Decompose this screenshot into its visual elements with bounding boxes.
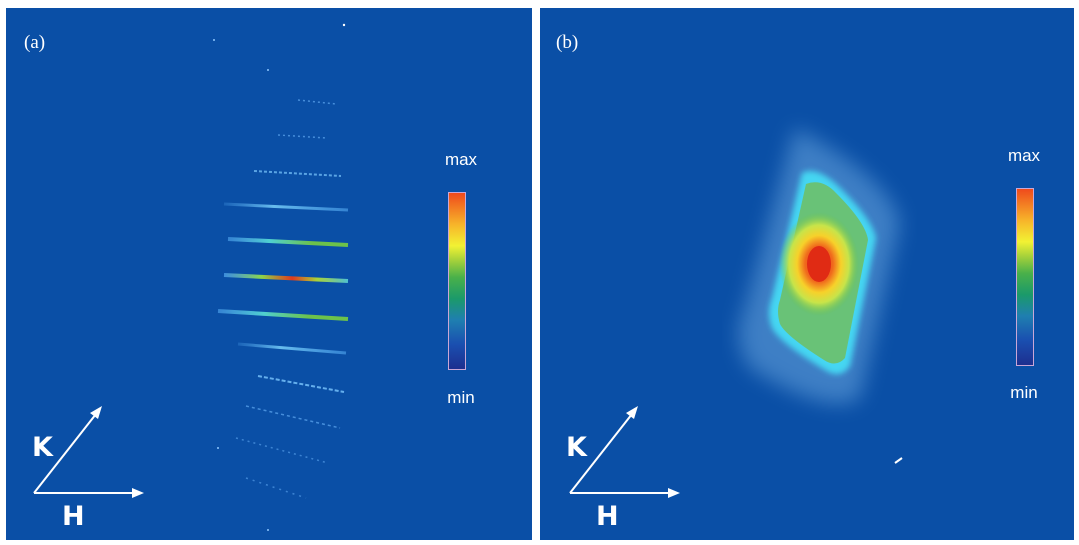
peak-shape xyxy=(738,128,903,464)
panel-label: (b) xyxy=(556,32,579,53)
k-axis-label: K xyxy=(566,432,587,463)
speck xyxy=(267,69,269,71)
streak xyxy=(227,237,349,247)
colorbar-max-label: max xyxy=(444,150,478,169)
streak-pattern xyxy=(213,23,349,531)
k-axis-label: K xyxy=(32,432,53,463)
speck xyxy=(217,447,219,449)
simulated-peak xyxy=(738,128,903,464)
streak xyxy=(297,99,337,105)
streak xyxy=(245,477,307,499)
speck xyxy=(213,39,215,41)
colorbar xyxy=(448,192,466,370)
speck xyxy=(267,529,269,531)
streak xyxy=(245,405,341,429)
colorbar-max-label: max xyxy=(1007,146,1041,165)
streak xyxy=(237,342,347,355)
axes-icon xyxy=(569,406,680,498)
axes-icon xyxy=(33,406,144,498)
colorbar xyxy=(1016,188,1034,366)
streak xyxy=(253,170,342,177)
panel-label: (a) xyxy=(24,32,46,53)
streak xyxy=(257,375,345,393)
streak xyxy=(277,134,327,139)
streak xyxy=(235,437,329,464)
streaks xyxy=(213,23,349,531)
colorbar-min-label: min xyxy=(447,388,475,407)
h-axis-label: H xyxy=(62,501,85,532)
h-axis-label: H xyxy=(596,501,619,532)
speck xyxy=(342,23,346,27)
streak xyxy=(223,273,349,283)
streak xyxy=(223,202,349,212)
streak xyxy=(217,309,349,321)
panel-b: (b) max min K H xyxy=(540,8,1074,540)
panel-a: (a) max min K H xyxy=(6,8,532,540)
colorbar-min-label: min xyxy=(1010,383,1038,402)
